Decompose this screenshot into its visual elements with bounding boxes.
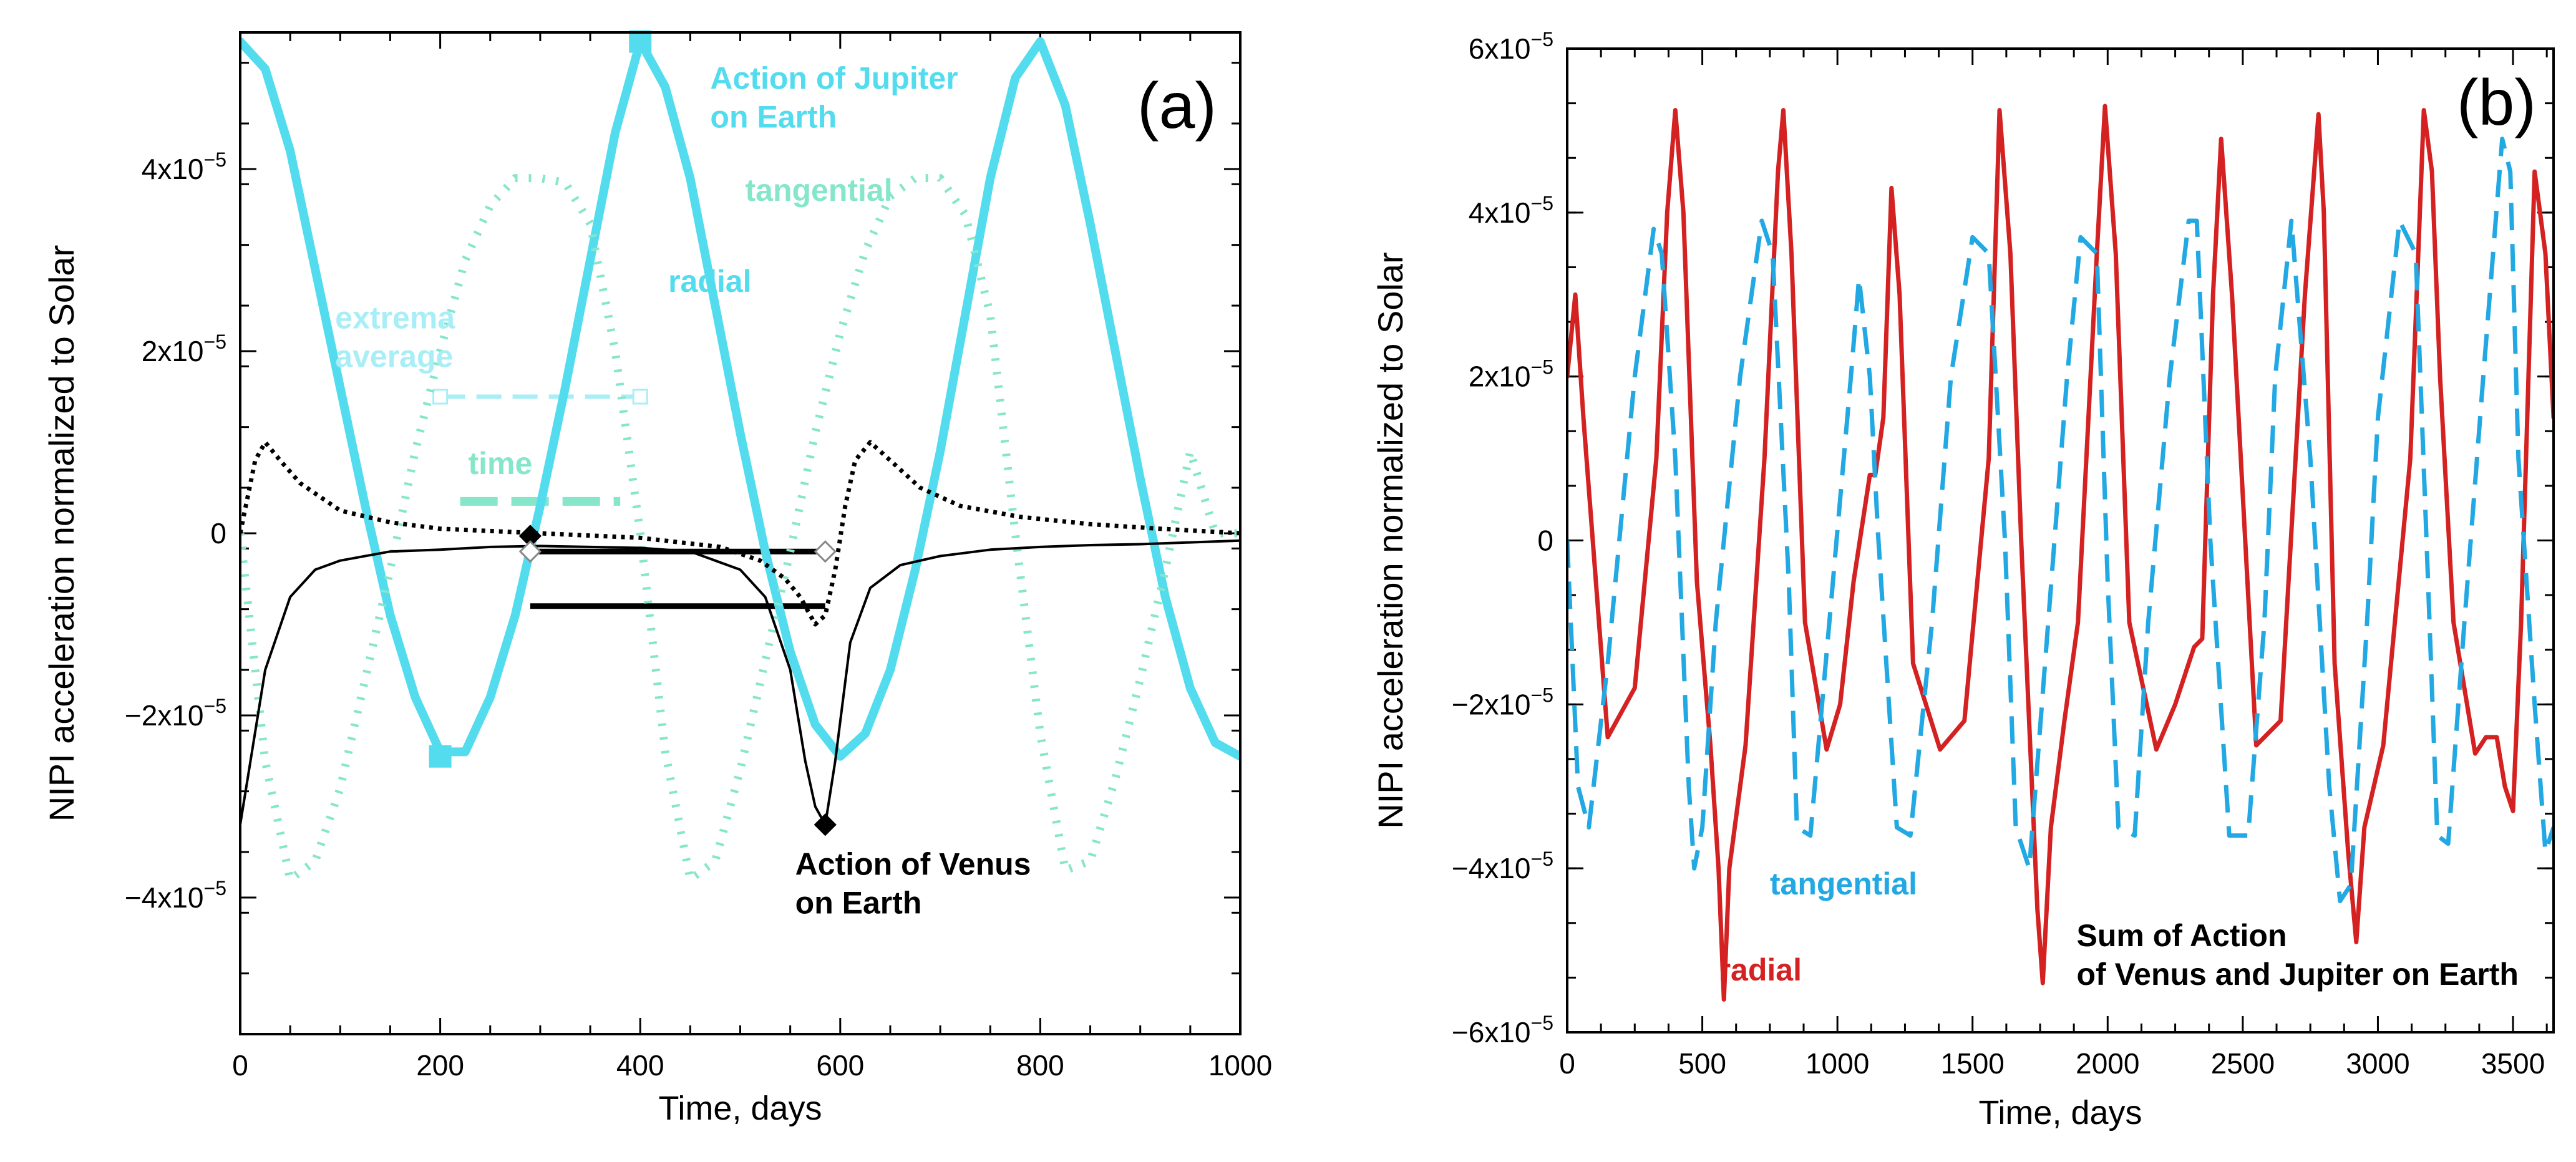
panel-b-x-tick-label: 2500 bbox=[2211, 1047, 2275, 1080]
panel-a-y-tick-exponent: −5 bbox=[204, 877, 226, 899]
panel-a-marker-venus-min bbox=[814, 813, 837, 836]
panel-a-annotation-line: Action of Venus bbox=[795, 847, 1031, 882]
panel-b-y-tick-label: 4x10−5 bbox=[1469, 192, 1553, 229]
panel-b-x-tick-label: 3500 bbox=[2481, 1047, 2545, 1080]
panel-b-annotation-sum: Sum of Action of Venus and Jupiter on Ear… bbox=[2076, 918, 2518, 992]
panel-a-y-tick-label: 2x10−5 bbox=[142, 331, 226, 367]
panel-b-plot-area bbox=[1567, 104, 2554, 1002]
panel-b-y-tick-mantissa: 0 bbox=[1537, 525, 1553, 557]
panel-a-marker-venus-open-left bbox=[518, 540, 542, 563]
panel-a-x-tick-label: 0 bbox=[232, 1049, 248, 1082]
panel-b-series-sum-radial bbox=[1567, 104, 2554, 1002]
panel-a-y-tick-label: 0 bbox=[210, 517, 226, 550]
panel-b-x-tick-label: 1500 bbox=[1941, 1047, 2005, 1080]
panel-a-y-axis-label: NIPI acceleration normalized to Solar bbox=[42, 245, 81, 821]
panel-a-annotation-line: time bbox=[468, 446, 532, 481]
panel-a-annotation-venus: Action of Venus on Earth bbox=[795, 847, 1031, 921]
panel-b-annotation-line: radial bbox=[1719, 952, 1802, 987]
panel-a-marker-venus-open-right bbox=[814, 540, 837, 563]
panel-a-series-venus-radial bbox=[240, 539, 1240, 826]
panel-a-y-tick-mantissa: −4x10 bbox=[125, 881, 204, 914]
panel-b-series-sum-tangential bbox=[1567, 137, 2554, 904]
panel-b-x-tick-label: 500 bbox=[1678, 1047, 1726, 1080]
panel-a-x-tick-label: 200 bbox=[416, 1049, 464, 1082]
panel-b-annotation-line: of Venus and Jupiter on Earth bbox=[2076, 957, 2518, 992]
panel-a-annotation-jupiter: Action of Jupiter on Earth bbox=[710, 61, 958, 135]
panel-b-y-tick-exponent: −5 bbox=[1531, 684, 1553, 706]
panel-a-plot-area bbox=[240, 37, 1240, 884]
panel-a-segment-end-square bbox=[432, 389, 449, 405]
panel-b-x-tick-label: 2000 bbox=[2076, 1047, 2139, 1080]
panel-b: 0 500 1000 1500 2000 2500 3000 35006x10−54x10−5… bbox=[1371, 28, 2555, 1131]
panel-a-series-venus-tangential bbox=[240, 440, 1240, 627]
panel-b-y-tick-mantissa: −6x10 bbox=[1452, 1016, 1531, 1048]
panel-b-y-tick-label: 2x10−5 bbox=[1469, 356, 1553, 393]
panel-b-y-tick-exponent: −5 bbox=[1531, 192, 1553, 215]
panel-b-x-tick-label: 1000 bbox=[1806, 1047, 1869, 1080]
panel-b-y-tick-label: −4x10−5 bbox=[1452, 848, 1553, 884]
panel-a-y-tick-label: −2x10−5 bbox=[125, 695, 226, 732]
panel-a-x-tick-label: 400 bbox=[616, 1049, 664, 1082]
panel-a-marker-jupiter-max bbox=[629, 30, 652, 53]
panel-b-y-tick-mantissa: 4x10 bbox=[1469, 196, 1531, 229]
panel-b-y-axis-label: NIPI acceleration normalized to Solar bbox=[1371, 252, 1410, 828]
panel-b-y-tick-exponent: −5 bbox=[1531, 848, 1553, 870]
panel-a-x-axis-label: Time, days bbox=[658, 1090, 822, 1127]
panel-b-x-tick-label: 0 bbox=[1559, 1047, 1575, 1080]
panel-a-y-tick-mantissa: −2x10 bbox=[125, 699, 204, 732]
panel-a-x-tick-label: 800 bbox=[1016, 1049, 1064, 1082]
panel-a-marker-jupiter-min bbox=[429, 745, 452, 768]
panel-a-y-tick-label: 4x10−5 bbox=[142, 148, 226, 185]
panel-b-y-tick-exponent: −5 bbox=[1531, 1012, 1553, 1034]
panel-b-x-axis-label: Time, days bbox=[1978, 1094, 2142, 1131]
panel-b-y-tick-label: 0 bbox=[1537, 525, 1553, 557]
panel-a-y-tick-exponent: −5 bbox=[204, 331, 226, 353]
panel-a-y-tick-mantissa: 4x10 bbox=[142, 153, 204, 185]
panel-a-y-tick-label: −4x10−5 bbox=[125, 877, 226, 914]
panel-b-y-tick-mantissa: −4x10 bbox=[1452, 852, 1531, 884]
panel-b-y-tick-mantissa: 2x10 bbox=[1469, 361, 1531, 393]
panel-a-y-tick-mantissa: 2x10 bbox=[142, 335, 204, 367]
panel-a-y-tick-mantissa: 0 bbox=[210, 517, 226, 550]
panel-b-panel-label: (b) bbox=[2457, 67, 2536, 139]
panel-a-annotation-tangential: tangential bbox=[746, 173, 893, 208]
panel-b-annotation-tangential: tangential bbox=[1770, 866, 1917, 901]
panel-b-x-tick-label: 3000 bbox=[2346, 1047, 2409, 1080]
panel-b-y-tick-mantissa: −2x10 bbox=[1452, 688, 1531, 720]
panel-b-y-tick-label: −6x10−5 bbox=[1452, 1012, 1553, 1048]
panel-a-annotation-line: radial bbox=[668, 264, 751, 299]
panel-a-annotation-line: on Earth bbox=[795, 886, 922, 921]
panel-b-y-tick-exponent: −5 bbox=[1531, 356, 1553, 379]
panel-a-annotation-line: on Earth bbox=[710, 100, 837, 135]
panel-a-annotation-time: time bbox=[468, 446, 532, 481]
panel-a-plot-frame bbox=[239, 31, 1242, 1035]
panel-b-y-tick-label: 6x10−5 bbox=[1469, 28, 1553, 65]
panel-b-plot-frame bbox=[1566, 47, 2555, 1034]
panel-b-y-tick-mantissa: 6x10 bbox=[1469, 32, 1531, 65]
panel-b-y-tick-label: −2x10−5 bbox=[1452, 684, 1553, 720]
panel-a-x-tick-label: 600 bbox=[816, 1049, 864, 1082]
panel-a-annotation-extrema: extrema average bbox=[335, 301, 455, 374]
panel-b-annotation-line: Sum of Action bbox=[2076, 918, 2287, 953]
panel-a-annotation-radial: radial bbox=[668, 264, 751, 299]
panel-b-annotation-radial: radial bbox=[1719, 952, 1802, 987]
panel-a-x-tick-label: 1000 bbox=[1208, 1049, 1272, 1082]
panel-a-series-jupiter-radial bbox=[240, 37, 1240, 761]
panel-a: 0 200 400 600 800 10004x10−52x10−50−2x10−5−4x… bbox=[42, 30, 1272, 1127]
panel-a-segment-end-square bbox=[632, 389, 648, 405]
panel-a-y-tick-exponent: −5 bbox=[204, 148, 226, 171]
panel-a-annotation-line: Action of Jupiter bbox=[710, 61, 958, 96]
panel-a-y-tick-exponent: −5 bbox=[204, 695, 226, 717]
panel-a-annotation-line: extrema bbox=[335, 301, 455, 336]
panel-a-annotation-line: tangential bbox=[746, 173, 893, 208]
panel-a-annotation-line: average bbox=[335, 339, 453, 374]
panel-b-annotation-line: tangential bbox=[1770, 866, 1917, 901]
panel-b-y-tick-exponent: −5 bbox=[1531, 28, 1553, 51]
panel-a-panel-label: (a) bbox=[1137, 70, 1217, 142]
